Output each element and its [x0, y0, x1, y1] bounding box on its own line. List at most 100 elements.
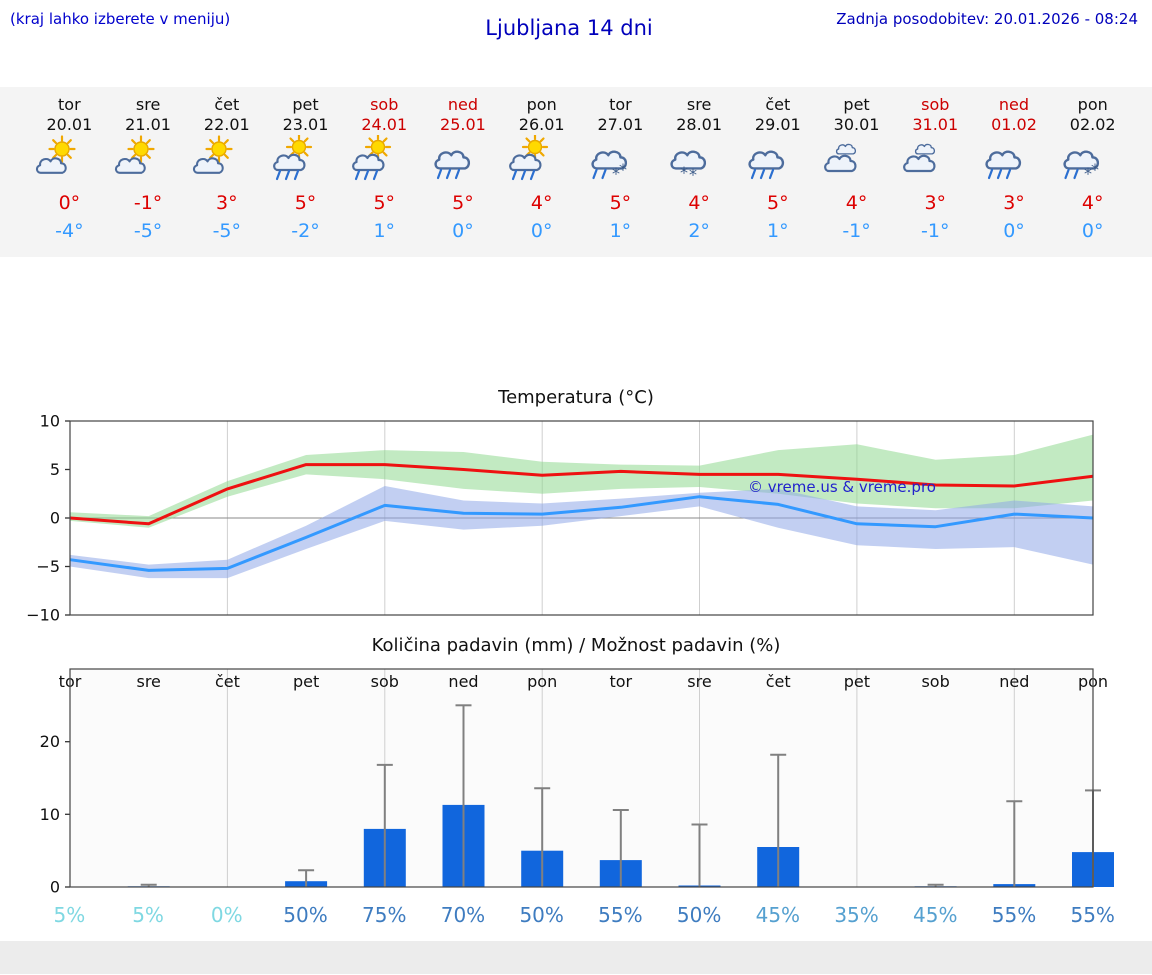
cloudy-icon: [817, 135, 896, 185]
day-column[interactable]: ned 01.02 3° 0°: [975, 95, 1054, 243]
day-date: 27.01: [597, 115, 644, 134]
precip-probability: 55%: [1070, 903, 1115, 927]
last-update-label: Zadnja posodobitev: 20.01.2026 - 08:24: [836, 10, 1138, 28]
day-column[interactable]: čet 29.01 5° 1°: [738, 95, 817, 243]
day-column[interactable]: ned 25.01 5° 0°: [424, 95, 503, 243]
sleet-icon: * *: [1053, 135, 1132, 185]
precipitation-chart: tor sre čet pet sob ned pon tor sre čet pet sob ned p…: [0, 661, 1152, 895]
day-min-temp: 1°: [767, 220, 789, 242]
svg-text:*: *: [1084, 164, 1092, 181]
svg-text:sre: sre: [136, 672, 160, 691]
day-column[interactable]: pon 26.01 4° 0°: [502, 95, 581, 243]
partly-sunny-icon: [187, 135, 266, 185]
svg-text:*: *: [1091, 160, 1099, 179]
precipitation-chart-title: Količina padavin (mm) / Možnost padavin …: [371, 635, 781, 656]
day-min-temp: -1°: [921, 220, 950, 242]
day-min-temp: 2°: [688, 220, 710, 242]
day-date: 30.01: [833, 115, 880, 134]
day-min-temp: -5°: [212, 220, 242, 242]
svg-text:sob: sob: [371, 672, 399, 691]
day-name: sre: [135, 95, 161, 114]
svg-text:tor: tor: [609, 672, 632, 691]
day-column[interactable]: pon 02.02 * * 4° 0°: [1053, 95, 1132, 243]
precipitation-chart-svg: tor sre čet pet sob ned pon tor sre čet pet sob ned p…: [40, 668, 1114, 895]
svg-text:5: 5: [50, 460, 60, 479]
plot-border: [69, 420, 1094, 616]
spacer: [0, 257, 1152, 387]
day-name: čet: [214, 95, 240, 114]
y-axis-labels: 0 10 20: [40, 732, 70, 895]
precip-probability: 50%: [283, 903, 328, 927]
precip-probability: 55%: [991, 903, 1037, 927]
day-max-temp: 5°: [373, 192, 396, 214]
day-column[interactable]: tor 27.01 * * 5° 1°: [581, 95, 660, 243]
day-date: 25.01: [440, 115, 486, 134]
day-column[interactable]: pet 23.01 5° -2°: [266, 95, 345, 243]
day-column[interactable]: pet 30.01 4° -1°: [817, 95, 896, 243]
spacer: [0, 625, 1152, 635]
day-column[interactable]: sob 24.01 5° 1°: [345, 95, 424, 243]
svg-text:20: 20: [40, 732, 60, 751]
day-column[interactable]: tor 20.01 0° -4°: [30, 95, 109, 243]
snow-icon: * *: [660, 135, 739, 185]
day-column[interactable]: sre 28.01 * * 4° 2°: [660, 95, 739, 243]
sun-rain-icon: [345, 135, 424, 185]
rain-icon: [738, 135, 817, 185]
day-name: sre: [686, 95, 712, 114]
day-min-temp: 0°: [1003, 220, 1025, 242]
sun-rain-icon: [266, 135, 345, 185]
svg-text:0: 0: [50, 878, 60, 896]
location-menu-hint: (kraj lahko izberete v meniju): [10, 10, 231, 28]
temperature-chart-section: Temperatura (°C) −10 −5 0 5 10 © vreme.us & v…: [0, 387, 1152, 625]
day-max-temp: 4°: [1081, 192, 1104, 214]
day-column[interactable]: čet 22.01 3° -5°: [187, 95, 266, 243]
day-column[interactable]: sre 21.01 -1° -5°: [109, 95, 188, 243]
watermark: © vreme.us & vreme.pro: [748, 478, 936, 496]
partly-sunny-icon: [30, 135, 109, 185]
min-temperature-range-band: [70, 486, 1093, 579]
day-name: ned: [998, 95, 1030, 114]
day-min-temp: 1°: [373, 220, 396, 242]
precip-probability: 50%: [519, 903, 564, 927]
svg-text:sob: sob: [921, 672, 949, 691]
precip-probability: 35%: [834, 903, 879, 927]
forecast-days: tor 20.01 0° -4° sre 21.01 -1° -5° čet 22.01 3° -5°…: [30, 95, 1132, 243]
rain-icon: [975, 135, 1054, 185]
day-name: tor: [58, 95, 81, 114]
day-min-temp: 0°: [1081, 220, 1104, 242]
day-date: 20.01: [46, 115, 93, 134]
day-max-temp: 4°: [688, 192, 710, 214]
precipitation-probability-row: 5% 5% 0% 50% 75% 70% 50% 55% 50% 45% 35% 45% 55% 55%: [30, 901, 1132, 929]
svg-text:10: 10: [40, 805, 60, 824]
day-max-temp: 3°: [1003, 192, 1025, 214]
day-min-temp: -4°: [55, 220, 84, 242]
day-date: 31.01: [912, 115, 959, 134]
day-name: pon: [1077, 95, 1108, 114]
rain-icon: [424, 135, 503, 185]
day-name: pon: [526, 95, 557, 114]
precip-probability: 5%: [132, 903, 164, 927]
day-date: 22.01: [203, 115, 250, 134]
day-labels: tor sre čet pet sob ned pon tor sre čet pet sob ned p…: [59, 672, 1108, 691]
day-date: 21.01: [125, 115, 171, 134]
sun-rain-icon: [502, 135, 581, 185]
svg-text:pet: pet: [844, 672, 870, 691]
day-column[interactable]: sob 31.01 3° -1°: [896, 95, 975, 243]
svg-text:čet: čet: [766, 672, 791, 691]
day-min-temp: -5°: [133, 220, 163, 242]
day-date: 26.01: [518, 115, 565, 134]
day-date: 02.02: [1069, 115, 1116, 134]
day-date: 23.01: [282, 115, 329, 134]
day-date: 24.01: [361, 115, 408, 134]
precip-probability: 70%: [440, 903, 486, 927]
day-max-temp: 3°: [216, 192, 238, 214]
svg-text:*: *: [619, 160, 627, 179]
partly-sunny-icon: [109, 135, 188, 185]
svg-text:−10: −10: [26, 606, 60, 625]
day-max-temp: 5°: [452, 192, 474, 214]
day-name: čet: [765, 95, 791, 114]
footer-strip: [0, 941, 1152, 974]
forecast-strip: tor 20.01 0° -4° sre 21.01 -1° -5° čet 22.01 3° -5°…: [0, 87, 1152, 257]
day-max-temp: -1°: [133, 192, 163, 214]
